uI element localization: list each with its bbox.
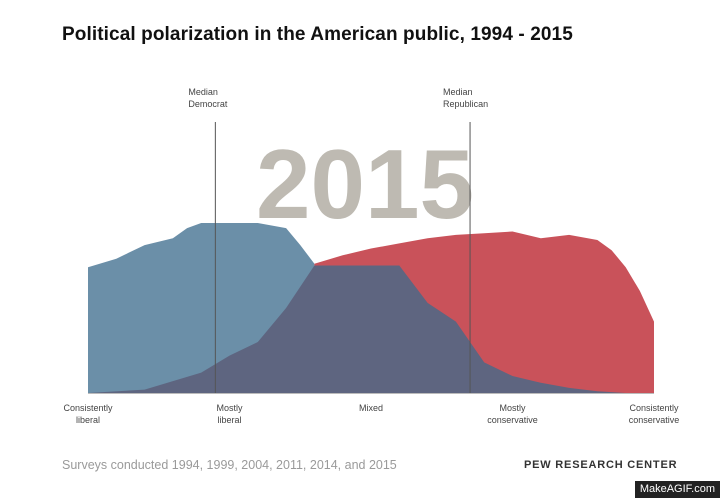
x-tick-label: liberal — [76, 415, 100, 425]
watermark-badge: MakeAGIF.com — [634, 481, 720, 498]
x-tick-label: Mostly — [216, 403, 243, 413]
median-democrat-label: Median — [188, 87, 218, 97]
overlap-area — [88, 265, 654, 393]
x-tick-label: conservative — [629, 415, 680, 425]
year-label: 2015 — [256, 129, 474, 239]
chart-title: Political polarization in the American p… — [62, 24, 573, 45]
source-credit: PEW RESEARCH CENTER — [524, 459, 678, 471]
x-tick-label: Mostly — [499, 403, 526, 413]
x-tick-label: Mixed — [359, 403, 383, 413]
median-republican-label: Republican — [443, 99, 488, 109]
x-tick-label: Consistently — [629, 403, 679, 413]
median-republican-label: Median — [443, 87, 473, 97]
median-democrat-label: Democrat — [188, 99, 228, 109]
footer-note: Surveys conducted 1994, 1999, 2004, 2011… — [62, 458, 397, 472]
x-tick-label: Consistently — [63, 403, 113, 413]
x-tick-label: liberal — [217, 415, 241, 425]
x-tick-label: conservative — [487, 415, 538, 425]
